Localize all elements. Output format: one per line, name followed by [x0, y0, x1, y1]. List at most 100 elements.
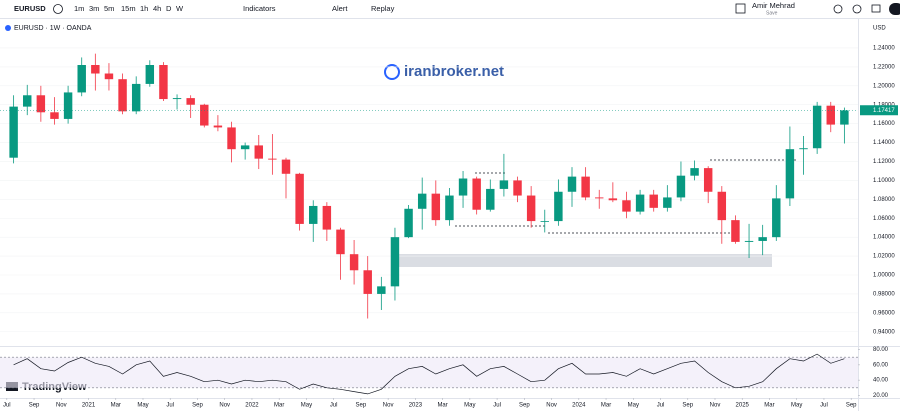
candle-body [731, 220, 740, 242]
candle-body [9, 106, 18, 158]
candle-body [309, 205, 318, 224]
y-tick-label: 1.20000 [873, 83, 895, 89]
candle-body [431, 193, 441, 221]
publish-button[interactable] [889, 3, 900, 15]
y-tick-label: 1.00000 [873, 273, 895, 279]
candle-body [513, 180, 522, 196]
currency-label: USD [873, 26, 886, 32]
last-price-label: 1.17417 [873, 108, 895, 114]
alert-button[interactable]: Alert [332, 4, 348, 13]
interval-button[interactable]: 1h [140, 4, 148, 13]
candle-body [595, 197, 604, 199]
candle-body [458, 178, 468, 196]
candle-body [349, 254, 359, 271]
layout-icon[interactable] [735, 3, 746, 14]
candle-body [145, 65, 155, 84]
candle-body [486, 188, 495, 210]
interval-button[interactable]: 3m [89, 4, 99, 13]
candle-body [690, 168, 699, 176]
x-tick-label: Mar [764, 403, 774, 409]
y-tick-label: 1.22000 [873, 64, 895, 70]
x-tick-label: Sep [192, 403, 203, 409]
candle-body [799, 148, 808, 150]
candle-body [649, 194, 658, 208]
replay-button[interactable]: Replay [371, 4, 395, 13]
y-tick-label: 1.10000 [873, 178, 895, 184]
candle-body [23, 95, 32, 107]
interval-button[interactable]: 15m [121, 4, 136, 13]
y-tick-label: 60.00 [873, 362, 889, 368]
x-tick-label: Sep [519, 403, 530, 409]
candle-body [131, 83, 141, 112]
settings-icon[interactable] [833, 4, 843, 14]
candle-body [63, 92, 73, 119]
candle-body [785, 149, 795, 199]
candle-body [567, 176, 577, 192]
candle-body [676, 175, 686, 198]
candle-body [772, 198, 781, 238]
x-tick-label: Sep [846, 403, 857, 409]
candle-body [635, 194, 645, 212]
indicators-button[interactable]: Indicators [243, 4, 276, 13]
user-name[interactable]: Amir Mehrad [752, 1, 795, 10]
y-tick-label: 1.02000 [873, 254, 895, 260]
candle-body [322, 205, 332, 230]
candle-body [77, 65, 86, 93]
x-tick-label: May [628, 403, 639, 409]
save-label[interactable]: Save [766, 10, 778, 16]
x-tick-label: Jul [166, 403, 174, 409]
candle-body [540, 221, 549, 222]
interval-button[interactable]: W [176, 4, 184, 13]
candle-body [227, 127, 236, 150]
candle-body [118, 79, 127, 112]
candle-body [390, 237, 400, 287]
watermark: iranbroker.net [404, 63, 504, 80]
candle-body [295, 173, 304, 224]
x-tick-label: 2021 [82, 403, 96, 409]
y-tick-label: 0.96000 [873, 310, 895, 316]
candle-body [622, 200, 631, 212]
y-tick-label: 1.04000 [873, 235, 895, 241]
interval-button[interactable]: 5m [104, 4, 114, 13]
y-tick-label: 1.06000 [873, 216, 895, 222]
x-tick-label: Sep [356, 403, 367, 409]
x-tick-label: Jul [657, 403, 665, 409]
x-tick-label: May [137, 403, 148, 409]
x-tick-label: Sep [29, 403, 40, 409]
candle-body [608, 198, 618, 201]
add-symbol[interactable] [53, 4, 63, 14]
candle-body [200, 104, 209, 126]
candle-body [581, 176, 590, 198]
candle-body [240, 145, 250, 150]
watermark-icon [384, 64, 400, 80]
candle-body [377, 286, 386, 294]
x-tick-label: May [301, 403, 312, 409]
interval-button[interactable]: 4h [153, 4, 161, 13]
interval-button[interactable]: 1m [74, 4, 84, 13]
snapshot-icon[interactable] [871, 4, 881, 13]
candle-body [281, 159, 291, 174]
candle-body [499, 180, 509, 189]
y-tick-label: 1.12000 [873, 159, 895, 165]
x-tick-label: Nov [56, 403, 67, 409]
symbol-flag [5, 25, 11, 31]
symbol-button[interactable]: EURUSD [14, 4, 46, 13]
candle-body [336, 229, 345, 255]
candle-body [159, 65, 168, 100]
candle-body [758, 237, 767, 241]
y-tick-label: 80.00 [873, 347, 889, 353]
interval-button[interactable]: D [166, 4, 172, 13]
candle-body [186, 98, 195, 105]
fullscreen-icon[interactable] [852, 4, 862, 14]
candle-body [172, 98, 182, 100]
y-tick-label: 1.14000 [873, 140, 895, 146]
y-tick-label: 40.00 [873, 378, 889, 384]
x-tick-label: 2024 [572, 403, 586, 409]
candle-body [703, 168, 713, 192]
chart-title: EURUSD · 1W · OANDA [14, 25, 92, 32]
x-tick-label: Nov [546, 403, 557, 409]
candle-body [445, 195, 454, 221]
x-tick-label: Jul [330, 403, 338, 409]
last-price-tag [860, 105, 898, 116]
y-tick-label: 20.00 [873, 393, 889, 399]
